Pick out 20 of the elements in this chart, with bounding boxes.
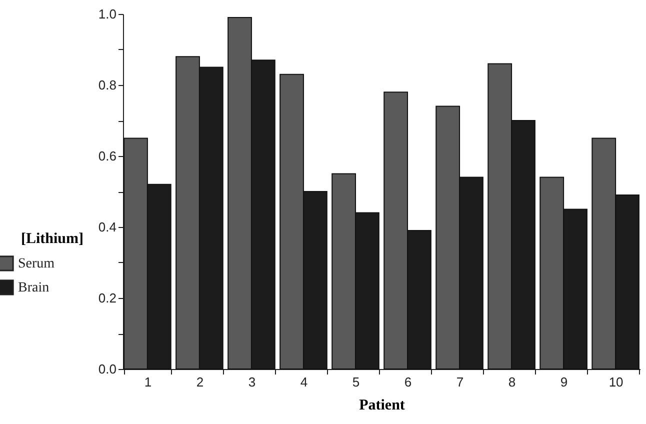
y-tick-label: 0.2 [98, 290, 116, 306]
y-tick-label: 0.8 [98, 78, 116, 92]
y-tick-label: 0.0 [98, 362, 116, 376]
legend-label: Serum [18, 256, 55, 272]
y-tick-label: 0.4 [98, 220, 116, 234]
x-tick-label: 10 [608, 374, 624, 390]
x-tick-label: 4 [300, 374, 308, 390]
legend-label: Brain [18, 280, 50, 296]
y-axis-title: [Lithium] [20, 231, 84, 248]
x-tick-label: 6 [404, 374, 412, 390]
x-tick-label: 1 [144, 374, 152, 390]
y-tick-label: 0.6 [98, 148, 116, 164]
x-tick-label: 9 [560, 374, 568, 390]
x-tick-label: 3 [248, 374, 256, 390]
x-tick-label: 2 [196, 374, 204, 390]
x-tick-label: 8 [508, 374, 516, 390]
x-tick-label: 5 [352, 374, 360, 390]
y-tick-label: 1.0 [98, 6, 116, 22]
x-axis-title: Patient [359, 398, 405, 414]
x-tick-label: 7 [456, 374, 464, 390]
